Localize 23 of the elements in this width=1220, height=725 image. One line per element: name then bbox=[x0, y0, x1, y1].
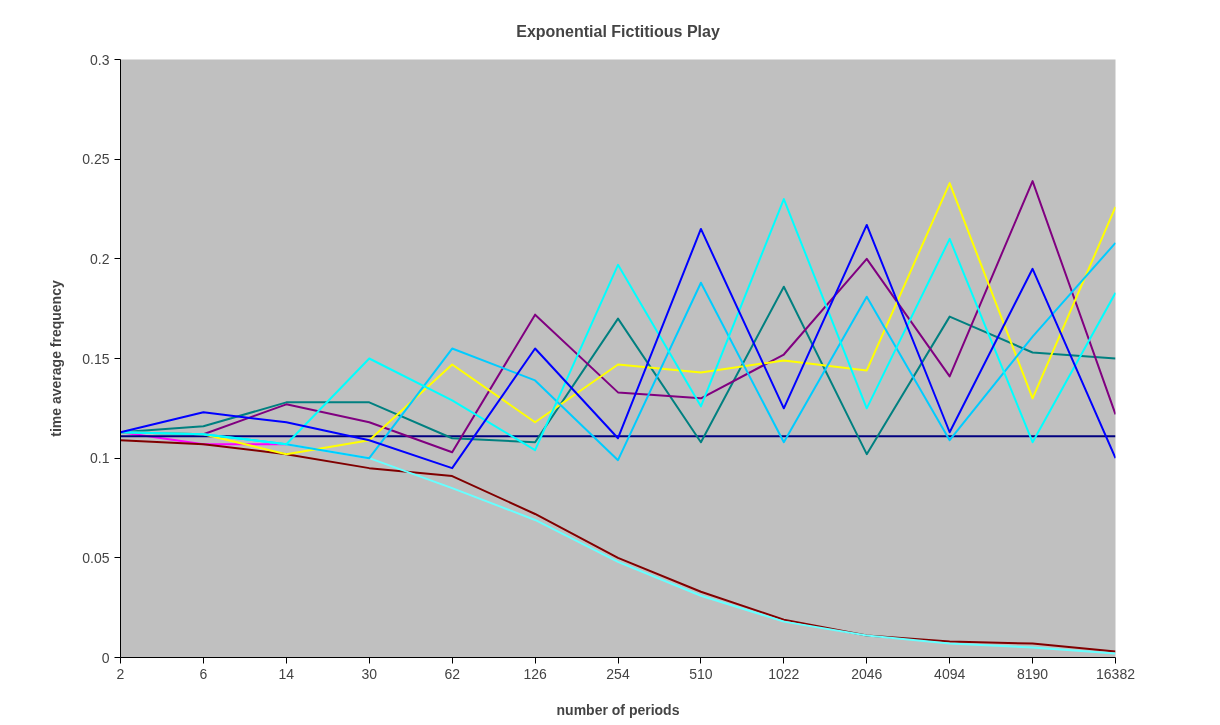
y-tick-label: 0.2 bbox=[90, 250, 110, 267]
x-tick-label: 6 bbox=[199, 665, 208, 682]
y-axis-title: time average frequency bbox=[48, 280, 65, 437]
x-tick-label: 30 bbox=[361, 665, 378, 682]
x-tick-label: 126 bbox=[523, 665, 547, 682]
x-tick-label: 2 bbox=[116, 665, 125, 682]
y-tick-label: 0 bbox=[101, 649, 110, 666]
chart-title: Exponential Fictitious Play bbox=[516, 22, 720, 40]
y-tick-label: 0.05 bbox=[82, 549, 110, 566]
y-tick-label: 0.25 bbox=[82, 151, 110, 168]
x-tick-label: 1022 bbox=[768, 665, 800, 682]
x-axis-title: number of periods bbox=[556, 701, 680, 718]
y-tick-label: 0.15 bbox=[82, 350, 110, 367]
x-tick-label: 510 bbox=[689, 665, 713, 682]
x-tick-label: 62 bbox=[444, 665, 461, 682]
x-tick-label: 254 bbox=[606, 665, 630, 682]
x-tick-label: 8190 bbox=[1017, 665, 1049, 682]
y-tick-label: 0.1 bbox=[90, 450, 110, 467]
y-tick-label: 0.3 bbox=[90, 51, 110, 68]
x-tick-label: 16382 bbox=[1096, 665, 1136, 682]
x-tick-label: 2046 bbox=[851, 665, 883, 682]
x-tick-label: 4094 bbox=[934, 665, 966, 682]
x-tick-label: 14 bbox=[278, 665, 295, 682]
